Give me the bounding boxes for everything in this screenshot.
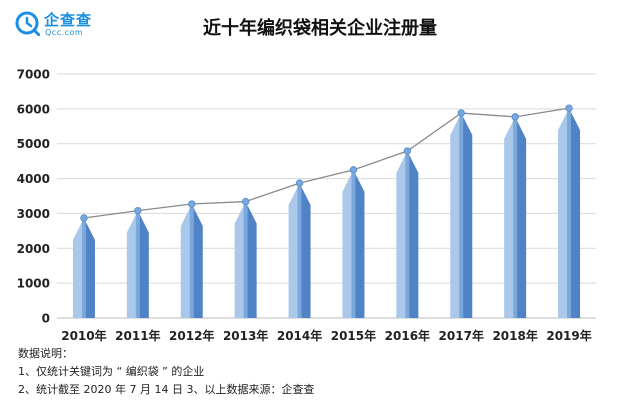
qcc-logo-icon (15, 11, 40, 36)
x-tick-label: 2019年 (546, 328, 591, 343)
bar-face (137, 210, 149, 318)
data-point (295, 179, 304, 187)
bar-face (245, 201, 257, 318)
x-tick-label: 2012年 (169, 328, 214, 343)
y-tick-label: 0 (42, 312, 50, 326)
data-point (565, 104, 573, 112)
x-tick-label: 2013年 (223, 328, 268, 343)
data-point (349, 166, 358, 174)
bar-face (459, 113, 464, 318)
bar-face (461, 113, 473, 318)
brand-name-en: Qcc.com (45, 28, 84, 37)
bar (72, 217, 95, 318)
bar-face (234, 201, 246, 318)
bar-face (450, 113, 462, 318)
bar (180, 204, 203, 318)
x-tick-label: 2010年 (61, 328, 106, 343)
x-tick-label: 2016年 (385, 328, 430, 343)
bar (288, 183, 311, 318)
bar-face (135, 210, 140, 318)
y-tick-label: 1000 (17, 277, 50, 291)
y-tick-label: 5000 (17, 137, 50, 151)
y-tick-label: 3000 (17, 207, 50, 221)
bar-face (191, 204, 203, 318)
y-tick-label: 4000 (17, 172, 50, 186)
bar-face (504, 116, 516, 318)
bar-face (72, 217, 84, 318)
data-point (241, 197, 250, 206)
bar (396, 151, 419, 318)
bar-face (353, 169, 365, 318)
chart-title: 近十年编织袋相关企业注册量 (203, 18, 437, 39)
bar (234, 201, 257, 318)
bar-face (569, 108, 581, 318)
notes-line-2: 2、统计截至 2020 年 7 月 14 日 3、以上数据来源：企查查 (18, 383, 315, 396)
bar (126, 210, 149, 318)
data-point (188, 200, 196, 208)
brand-logo: 企查查 Qcc.com (14, 8, 114, 42)
bar-face (288, 183, 300, 318)
data-point (403, 147, 412, 155)
trend-line (83, 107, 570, 219)
bar-face (126, 210, 138, 318)
notes-header: 数据说明： (18, 347, 73, 360)
x-tick-label: 2014年 (277, 328, 322, 343)
bar-face (407, 151, 419, 318)
notes-line-1: 1、仅统计关键词为 “ 编织袋 ” 的企业 (18, 365, 205, 378)
bar-face (297, 183, 302, 318)
bar (342, 169, 365, 318)
brand-name-cn: 企查查 (44, 11, 93, 29)
data-point (134, 206, 142, 215)
data-notes: 数据说明： 1、仅统计关键词为 “ 编织袋 ” 的企业 2、统计截至 2020 … (18, 345, 314, 399)
bar-face (299, 183, 311, 318)
y-tick-label: 2000 (17, 242, 50, 256)
data-point (511, 113, 519, 121)
bar (558, 108, 581, 318)
bar-face (180, 204, 192, 318)
y-tick-label: 6000 (17, 102, 50, 116)
bar-face (396, 151, 408, 318)
bar-face (558, 108, 570, 318)
bar-face (81, 217, 86, 318)
y-tick-label: 7000 (17, 68, 50, 82)
bar-face (513, 116, 518, 318)
x-tick-label: 2018年 (492, 328, 537, 343)
bar (504, 116, 527, 318)
bar-chart: 0 1000 2000 3000 4000 5000 6000 7000 2010年 2011年 2… (17, 68, 596, 343)
x-tick-label: 2015年 (331, 328, 376, 343)
bar-face (515, 116, 527, 318)
bar-face (342, 169, 354, 318)
bar-face (405, 151, 410, 318)
bar-face (189, 204, 194, 318)
bar-face (351, 169, 356, 318)
bar-face (83, 217, 95, 318)
data-point (80, 214, 88, 222)
bar (450, 113, 473, 318)
x-tick-label: 2011年 (115, 328, 160, 343)
x-tick-label: 2017年 (439, 328, 484, 343)
bar-face (567, 108, 572, 318)
data-point (457, 109, 465, 117)
bar-face (243, 201, 248, 318)
